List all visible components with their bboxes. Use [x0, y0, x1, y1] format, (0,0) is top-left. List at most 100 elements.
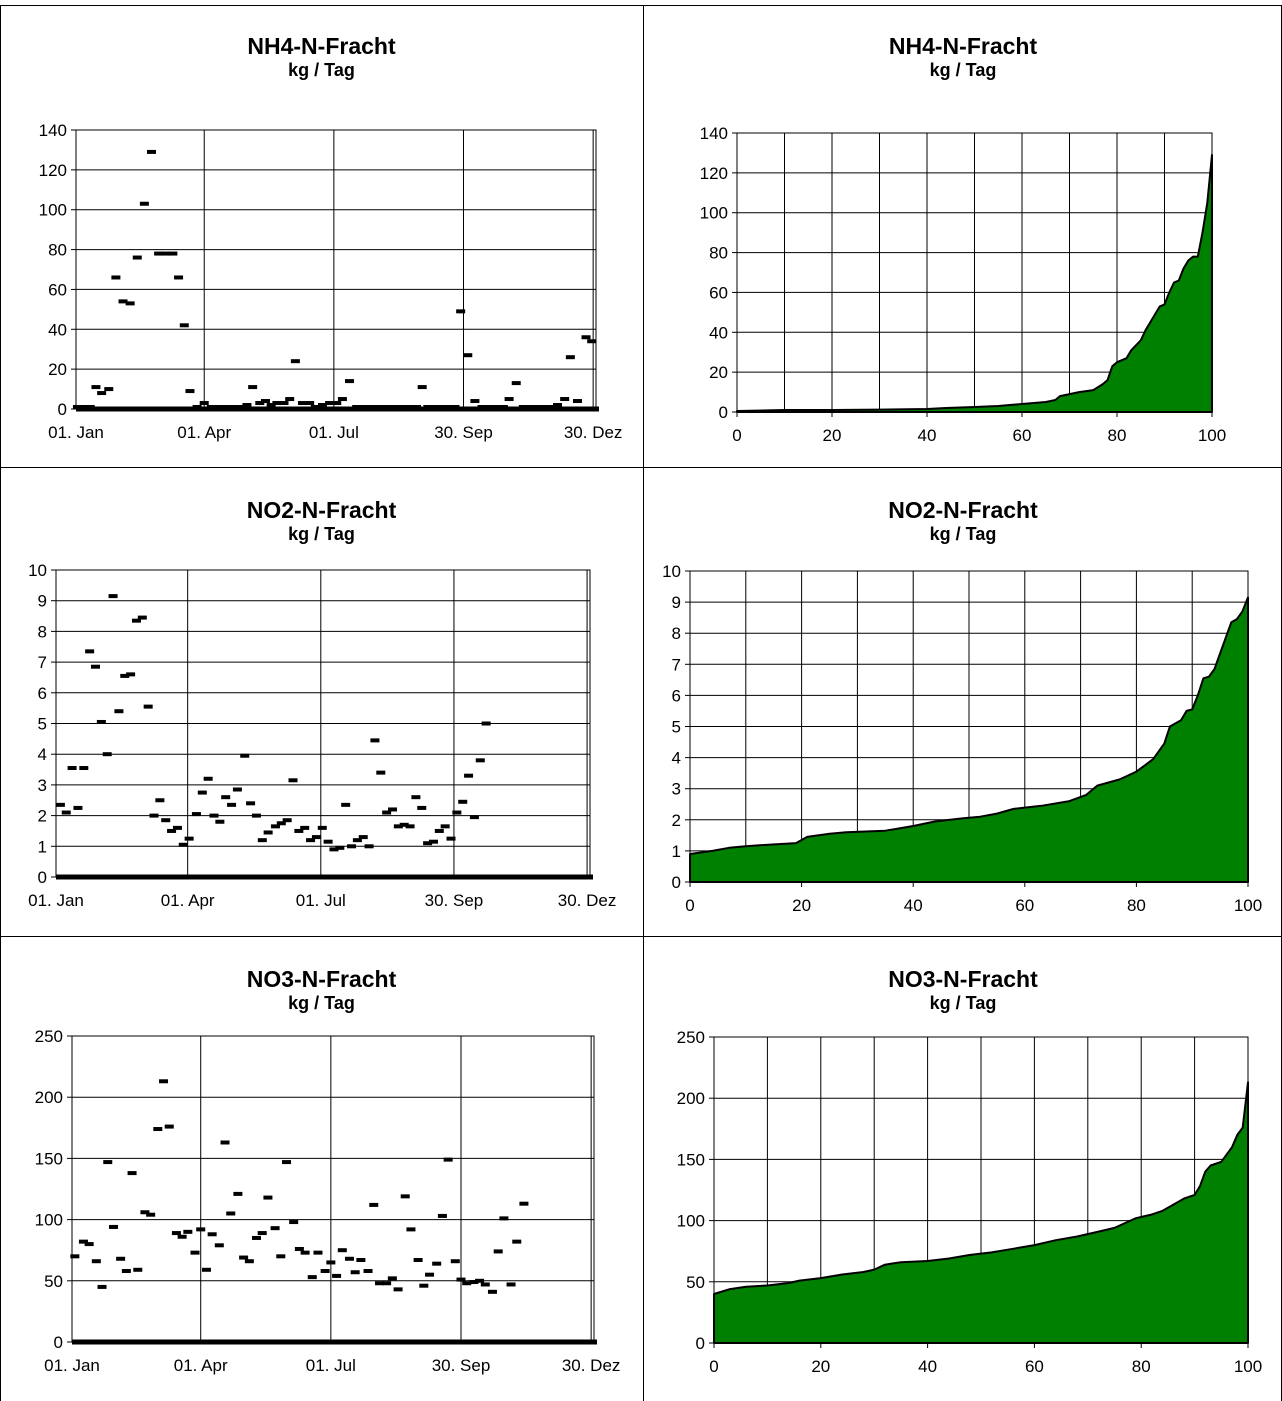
x-tick-label: 01. Apr	[161, 891, 215, 910]
data-point	[85, 649, 95, 654]
data-point	[437, 1213, 447, 1218]
y-tick-label: 10	[28, 561, 47, 580]
data-point	[452, 810, 462, 815]
data-point	[79, 766, 89, 771]
data-point	[332, 1273, 342, 1278]
data-point	[155, 798, 165, 803]
data-point	[317, 403, 327, 408]
data-point	[512, 1239, 522, 1244]
x-tick-label: 40	[918, 1357, 937, 1376]
y-tick-label: 6	[38, 684, 47, 703]
data-point	[221, 795, 231, 800]
chart-title: NO3-N-Fracht	[246, 966, 397, 992]
y-tick-label: 7	[672, 655, 681, 674]
data-point	[91, 385, 101, 390]
data-point	[96, 719, 106, 724]
y-tick-label: 0	[54, 1333, 63, 1352]
data-point	[446, 836, 456, 841]
data-point	[289, 1220, 299, 1225]
y-tick-label: 100	[677, 1212, 705, 1231]
data-point	[116, 1256, 126, 1261]
chart-panel-no3-scatter: NO3-N-Fracht kg / Tag 0 50 100 150 200 250 01.…	[0, 937, 643, 1401]
y-tick-label: 3	[38, 776, 47, 795]
chart-no3-scatter: 0 50 100 150 200 250 01. Jan 01. Apr 01. Jul 30. …	[35, 1027, 621, 1375]
x-tick-label: 30. Sep	[425, 891, 484, 910]
data-point	[102, 752, 112, 757]
data-point	[311, 835, 321, 840]
x-tick-label: 01. Apr	[174, 1356, 228, 1375]
chart-panel-no3-duration: NO3-N-Fracht kg / Tag 0 50 100 150 200 250 0 20…	[644, 937, 1282, 1401]
data-point	[131, 618, 141, 623]
data-point	[307, 1275, 317, 1280]
data-point	[197, 790, 207, 795]
y-tick-label: 250	[35, 1027, 63, 1046]
data-point	[350, 1270, 360, 1275]
data-point	[179, 323, 189, 328]
chart-title-block: NO3-N-Fracht kg / Tag	[0, 965, 643, 1013]
data-point	[242, 403, 252, 408]
y-tick-label: 150	[677, 1150, 705, 1169]
y-tick-label: 100	[39, 201, 67, 220]
y-tick-label: 9	[672, 593, 681, 612]
chart-title-block: NO2-N-Fracht kg / Tag	[644, 496, 1282, 544]
chart-nh4-duration: 0 20 40 60 80 100 120 140 0 20 40 60 80 100	[700, 124, 1227, 445]
y-tick-label: 0	[696, 1334, 705, 1353]
data-point	[310, 405, 320, 410]
data-point	[161, 818, 171, 823]
data-point	[484, 405, 494, 410]
data-point	[306, 838, 316, 843]
data-point	[272, 401, 282, 406]
duration-curve-area	[736, 153, 1213, 413]
data-point	[325, 401, 335, 406]
data-point	[114, 709, 124, 714]
data-point	[470, 399, 480, 404]
data-point	[190, 1250, 200, 1255]
data-point	[450, 405, 460, 410]
chart-title-block: NO2-N-Fracht kg / Tag	[0, 496, 643, 544]
y-tick-label: 200	[35, 1088, 63, 1107]
data-point	[214, 1243, 224, 1248]
chart-subtitle: kg / Tag	[929, 60, 997, 80]
y-tick-label: 80	[48, 241, 67, 260]
chart-subtitle: kg / Tag	[288, 524, 355, 544]
data-point	[282, 818, 292, 823]
data-point	[374, 1281, 384, 1286]
data-point	[444, 405, 454, 410]
data-point	[300, 1250, 310, 1255]
y-tick-label: 3	[672, 780, 681, 799]
data-point	[125, 301, 135, 306]
y-tick-label: 1	[38, 837, 47, 856]
chart-title: NO2-N-Fracht	[246, 497, 397, 523]
data-point	[154, 251, 164, 256]
data-point	[493, 1249, 503, 1254]
data-point	[133, 1267, 143, 1272]
x-tick-label: 01. Jul	[309, 423, 359, 442]
data-point	[347, 844, 357, 849]
data-point	[337, 397, 347, 402]
x-tick-label: 01. Jul	[306, 1356, 356, 1375]
data-point	[207, 1232, 217, 1237]
x-tick-label: 30. Dez	[564, 423, 623, 442]
x-tick-label: 80	[1132, 1357, 1151, 1376]
x-tick-label: 80	[1108, 426, 1127, 445]
y-tick-label: 8	[38, 622, 47, 641]
y-tick-label: 120	[39, 161, 67, 180]
data-point	[498, 405, 508, 410]
data-point	[337, 1248, 347, 1253]
data-point	[132, 255, 142, 260]
x-tick-label: 0	[732, 426, 741, 445]
chart-subtitle: kg / Tag	[929, 993, 997, 1013]
data-point	[329, 847, 339, 852]
x-tick-label: 30. Dez	[558, 891, 617, 910]
data-point	[320, 1269, 330, 1274]
data-point	[504, 397, 514, 402]
data-point	[432, 1261, 442, 1266]
data-point	[228, 405, 238, 410]
data-point	[196, 1227, 206, 1232]
data-point	[244, 1259, 254, 1264]
chart-title-block: NO3-N-Fracht kg / Tag	[644, 965, 1282, 1013]
data-point	[288, 778, 298, 783]
data-point	[519, 1201, 529, 1206]
data-point	[387, 1276, 397, 1281]
